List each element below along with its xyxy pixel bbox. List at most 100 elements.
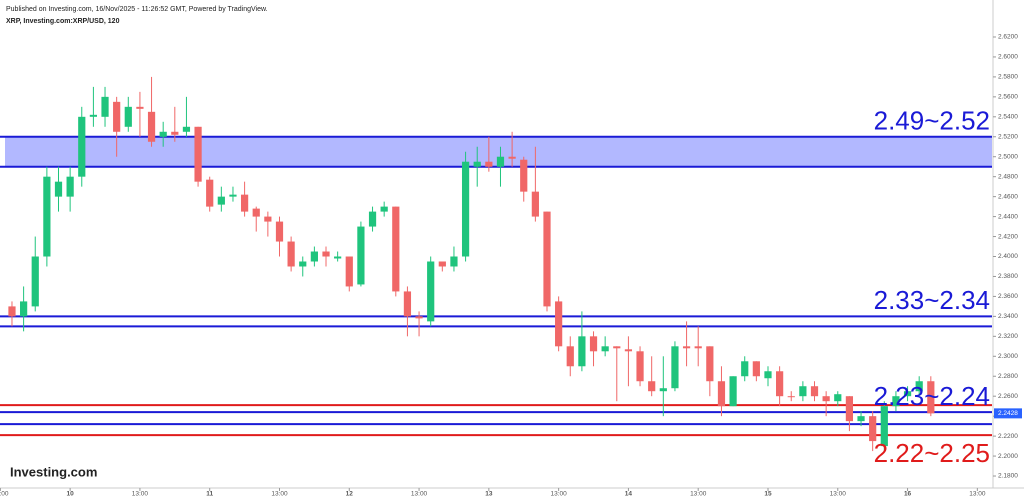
candle-body xyxy=(438,261,446,267)
candle-body xyxy=(706,346,714,382)
x-tick-label: 13:00 xyxy=(690,491,707,498)
x-tick-label: 13:00 xyxy=(132,491,149,498)
candle-body xyxy=(810,386,819,397)
x-tick-label: 12 xyxy=(346,491,354,498)
x-tick-label: 16 xyxy=(904,491,912,498)
plot-area: 2.49~2.52 2.33~2.34 2.23~2.24 2.22~2.25 xyxy=(0,76,992,468)
y-tick-label: 2.6000 xyxy=(998,54,1018,61)
candle-body xyxy=(741,361,749,377)
y-tick-label: 2.3600 xyxy=(998,293,1018,300)
candle-body xyxy=(380,206,388,212)
candle-body xyxy=(927,381,935,414)
candle-body xyxy=(845,396,854,422)
candle-body xyxy=(43,176,51,257)
x-tick-label: 13:00 xyxy=(271,491,288,498)
candle-body xyxy=(659,388,667,392)
candle-body xyxy=(787,396,795,398)
candle-body xyxy=(671,346,679,389)
last-price-box xyxy=(994,408,1022,419)
y-tick-label: 2.3400 xyxy=(998,313,1018,320)
y-tick-label: 2.5000 xyxy=(998,153,1018,160)
y-tick-label: 2.4400 xyxy=(998,213,1018,220)
x-tick-label: 10 xyxy=(67,491,75,498)
candle-body xyxy=(182,126,191,132)
candle-body xyxy=(531,191,539,217)
candle-body xyxy=(357,226,365,285)
x-tick-label: 14 xyxy=(625,491,633,498)
published-note: Published on Investing.com, 16/Nov/2025 … xyxy=(6,6,268,13)
candle-body xyxy=(136,106,144,109)
candle-body xyxy=(264,216,272,222)
y-tick-label: 2.1800 xyxy=(998,473,1018,480)
candle-body xyxy=(508,156,516,159)
y-tick-label: 2.5200 xyxy=(998,133,1018,140)
candle-body xyxy=(299,261,307,267)
y-tick-label: 2.4600 xyxy=(998,193,1018,200)
candle-body xyxy=(601,346,609,352)
candle-body xyxy=(403,291,412,317)
candle-body xyxy=(589,336,598,352)
x-tick-label: 15 xyxy=(764,491,772,498)
y-tick-label: 2.5600 xyxy=(998,94,1018,101)
candle-body xyxy=(124,106,132,127)
candle-body xyxy=(869,416,877,442)
candle-body xyxy=(892,396,900,407)
x-tick-label: 13:00 xyxy=(411,491,428,498)
candle-body xyxy=(624,349,633,352)
candle-body xyxy=(799,386,807,397)
level-label: 2.33~2.34 xyxy=(874,285,990,315)
y-tick-label: 2.6200 xyxy=(998,34,1018,41)
y-tick-label: 2.3800 xyxy=(998,273,1018,280)
candle-body xyxy=(8,306,16,317)
candle-body xyxy=(229,194,237,197)
y-tick-label: 2.3000 xyxy=(998,353,1018,360)
y-tick-label: 2.4200 xyxy=(998,233,1018,240)
x-tick-label: 13:00 xyxy=(830,491,847,498)
symbol-title: XRP, Investing.com:XRP/USD, 120 xyxy=(6,18,120,25)
candle-body xyxy=(159,131,167,137)
x-tick-label: 13:00 xyxy=(550,491,567,498)
candle-body xyxy=(20,301,28,317)
candle-body xyxy=(392,206,400,292)
candle-body xyxy=(578,336,586,367)
y-tick-label: 2.2000 xyxy=(998,453,1018,460)
candle-body xyxy=(310,251,318,262)
candle-body xyxy=(473,161,481,167)
candle-body xyxy=(461,161,470,257)
candle-body xyxy=(915,381,923,392)
y-tick-label: 2.4000 xyxy=(998,253,1018,260)
candle-body xyxy=(334,256,342,259)
candle-body xyxy=(857,416,865,422)
candle-body xyxy=(78,116,86,177)
y-tick-label: 2.2600 xyxy=(998,393,1018,400)
candle-body xyxy=(427,261,435,322)
candle-body xyxy=(89,114,98,117)
level-label: 2.49~2.52 xyxy=(874,106,990,136)
y-tick-label: 2.5800 xyxy=(998,74,1018,81)
last-price-label: 2.2428 xyxy=(998,410,1018,417)
candle-body xyxy=(171,131,179,135)
level-label: 2.23~2.24 xyxy=(874,381,990,411)
candle-body xyxy=(113,101,121,132)
x-tick-label: 13:00 xyxy=(0,491,9,498)
x-tick-label: 11 xyxy=(206,491,213,498)
candle-body xyxy=(496,156,505,167)
x-tick-label: 13 xyxy=(485,491,493,498)
y-tick-label: 2.2800 xyxy=(998,373,1018,380)
candle-body xyxy=(682,346,691,349)
y-tick-label: 2.5400 xyxy=(998,114,1018,121)
candle-body xyxy=(485,161,493,167)
candle-body xyxy=(764,371,772,379)
x-tick-label: 13:00 xyxy=(969,491,986,498)
candle-body xyxy=(450,256,458,267)
candle-body xyxy=(31,256,39,307)
candle-body xyxy=(101,96,109,117)
candle-body xyxy=(368,211,377,227)
candle-body xyxy=(717,381,726,407)
candle-body xyxy=(694,346,702,349)
candle-body xyxy=(217,196,225,205)
candle-body xyxy=(287,241,295,267)
candle-body xyxy=(543,211,551,307)
